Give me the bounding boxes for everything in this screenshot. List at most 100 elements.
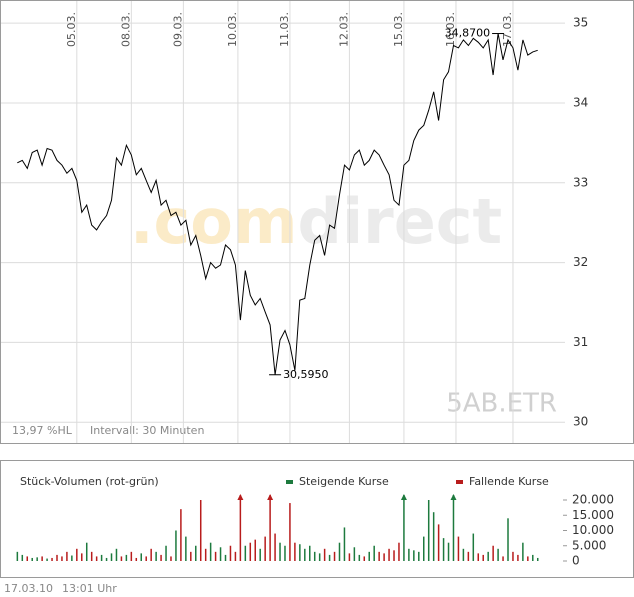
volume-bar xyxy=(120,556,123,561)
volume-bar xyxy=(125,554,128,561)
volume-bar xyxy=(527,556,529,561)
footer-date: 17.03.10 xyxy=(4,582,53,595)
volume-bar xyxy=(309,545,311,561)
volume-bar xyxy=(442,538,445,561)
volume-bar xyxy=(269,495,271,561)
volume-bar xyxy=(398,542,400,561)
volume-bar xyxy=(36,557,38,561)
symbol: 5AB.ETR xyxy=(446,389,557,419)
volume-bar xyxy=(403,495,405,561)
volume-bar xyxy=(264,536,266,561)
volume-bar xyxy=(61,556,63,561)
volume-bar xyxy=(462,548,465,561)
x-tick-label: 10.03. xyxy=(226,12,239,47)
volume-bar xyxy=(512,551,514,561)
x-tick-label: 15.03. xyxy=(392,12,405,47)
y-tick-label: 30 xyxy=(573,415,588,429)
volume-bar xyxy=(304,548,306,561)
volume-bar xyxy=(427,500,430,561)
annotation-label: 30,5950 xyxy=(283,368,329,381)
volume-bar xyxy=(115,548,118,561)
volume-bar xyxy=(388,548,390,561)
y-tick-label: 33 xyxy=(573,175,588,189)
volume-bar xyxy=(423,536,425,561)
volume-bar xyxy=(175,530,177,561)
volume-bar xyxy=(130,551,133,561)
volume-bar xyxy=(71,555,73,561)
volume-bar xyxy=(299,544,301,561)
volume-bar xyxy=(185,536,187,561)
volume-bar xyxy=(477,553,480,561)
volume-bar xyxy=(294,542,296,561)
overflow-arrow xyxy=(450,494,457,500)
volume-bar xyxy=(333,551,336,561)
annotation-label: 34,8700 xyxy=(445,27,491,40)
overflow-arrow xyxy=(237,494,244,500)
y-tick-label: 31 xyxy=(573,335,588,349)
overflow-arrow xyxy=(400,494,407,500)
volume-bar xyxy=(353,547,356,561)
volume-bar xyxy=(348,553,351,561)
x-tick-label: 11.03. xyxy=(278,12,291,47)
range-label: 13,97 %HL xyxy=(12,424,73,437)
volume-bar xyxy=(26,556,29,561)
volume-bar xyxy=(239,495,242,561)
volume-bar xyxy=(41,556,43,561)
y-tick-label: 15.000 xyxy=(572,508,614,522)
volume-bar xyxy=(373,545,375,561)
volume-bar xyxy=(199,500,202,561)
volume-bar xyxy=(492,545,494,561)
volume-bar xyxy=(313,551,316,561)
y-tick-label: 20.000 xyxy=(572,493,614,507)
y-tick-label: 5.000 xyxy=(572,538,606,552)
volume-bar xyxy=(56,554,58,561)
volume-bar xyxy=(219,547,222,561)
volume-bar xyxy=(259,548,261,561)
y-tick-label: 0 xyxy=(572,554,580,568)
x-tick-label: 16.03. xyxy=(444,12,457,47)
volume-bar xyxy=(145,556,147,561)
volume-bar xyxy=(472,533,475,561)
volume-bar xyxy=(383,553,385,561)
volume-bar xyxy=(418,551,420,561)
volume-bar xyxy=(224,554,227,561)
volume-bar xyxy=(467,551,470,561)
volume-bar xyxy=(536,557,539,561)
volume-bar xyxy=(254,539,256,561)
volume-bar xyxy=(229,545,232,561)
volume-bar xyxy=(31,557,33,561)
volume-bar xyxy=(209,542,212,561)
y-tick-label: 34 xyxy=(573,95,588,109)
volume-bar xyxy=(502,556,504,561)
volume-bar xyxy=(85,542,88,561)
legend-label: Fallende Kurse xyxy=(469,475,549,488)
volume-bar xyxy=(135,557,138,561)
volume-bar xyxy=(363,556,366,561)
volume-bar xyxy=(214,551,217,561)
volume-bar xyxy=(274,533,276,561)
volume-bar xyxy=(457,536,460,561)
volume-bar xyxy=(105,557,108,561)
volume-bar xyxy=(487,551,489,561)
volume-title: Stück-Volumen (rot-grün) xyxy=(20,475,159,488)
volume-bar xyxy=(378,551,380,561)
x-tick-label: 05.03. xyxy=(65,12,78,47)
volume-bar xyxy=(244,545,247,561)
y-tick-label: 35 xyxy=(573,16,588,30)
volume-bar xyxy=(234,551,237,561)
volume-bar xyxy=(66,551,68,561)
volume-bar xyxy=(140,553,142,561)
volume-bar xyxy=(522,542,524,561)
y-tick-label: 10.000 xyxy=(572,523,614,537)
volume-bar xyxy=(150,548,152,561)
volume-bar xyxy=(358,554,361,561)
volume-bar xyxy=(81,553,83,561)
volume-bar xyxy=(160,554,162,561)
volume-bar xyxy=(170,556,172,561)
volume-bar xyxy=(21,554,24,561)
volume-bar xyxy=(190,551,192,561)
volume-bar xyxy=(437,524,440,561)
volume-bar xyxy=(393,550,395,561)
x-tick-label: 08.03. xyxy=(119,12,132,47)
